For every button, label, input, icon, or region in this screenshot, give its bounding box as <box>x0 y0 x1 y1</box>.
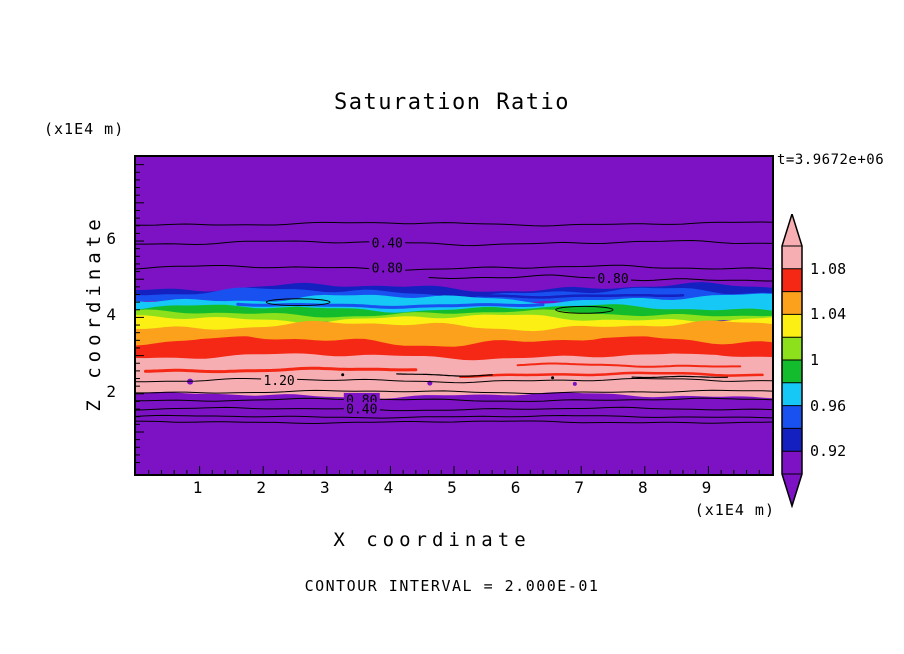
x-tick-label: 9 <box>701 478 712 497</box>
z-tick-label: 2 <box>106 381 116 401</box>
colorbar-label: 0.92 <box>810 442 847 461</box>
x-axis-label: X coordinate <box>333 529 531 551</box>
svg-text:0.80: 0.80 <box>597 272 628 287</box>
page-title: Saturation Ratio <box>334 90 570 115</box>
x-tick-label: 3 <box>319 478 330 497</box>
x-tick-label: 5 <box>447 478 457 497</box>
x-tick-label: 2 <box>256 478 266 497</box>
colorbar-label: 1.08 <box>810 259 847 278</box>
colorbar-label: 1 <box>810 351 820 369</box>
x-axis-unit-label: (x1E4 m) <box>694 501 775 519</box>
x-tick-label: 4 <box>383 478 394 497</box>
svg-text:0.40: 0.40 <box>346 403 377 418</box>
z-tick-label: 4 <box>106 305 116 325</box>
colorbar-label: 1.04 <box>810 305 847 324</box>
colorbar-scale <box>781 211 803 509</box>
x-tick-label: 6 <box>510 478 521 497</box>
x-tick-label: 7 <box>574 478 584 497</box>
z-axis-unit-label: (x1E4 m) <box>44 120 125 138</box>
colorbar <box>781 211 803 512</box>
x-tick-label: 8 <box>637 478 648 497</box>
svg-text:0.40: 0.40 <box>372 236 403 251</box>
z-tick-label: 6 <box>106 229 116 249</box>
colorbar-label: 0.96 <box>810 396 847 415</box>
time-annotation: t=3.9672e+06 <box>777 152 885 168</box>
svg-text:0.80: 0.80 <box>372 261 403 276</box>
svg-text:1.20: 1.20 <box>263 374 294 389</box>
plot-frame: 0.40 0.80 0.80 1.20 0.80 0.40 <box>134 155 774 476</box>
contour-field: 0.400.800.801.200.800.40 <box>136 157 772 474</box>
x-tick-label: 1 <box>192 478 203 497</box>
contour-interval-label: CONTOUR INTERVAL = 2.000E-01 <box>304 577 600 595</box>
